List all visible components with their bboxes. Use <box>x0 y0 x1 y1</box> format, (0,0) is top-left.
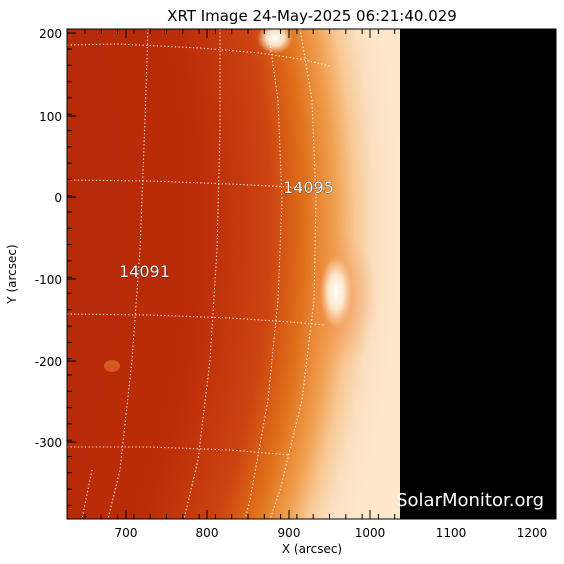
x-tick-label: 900 <box>278 526 301 540</box>
x-tick-labels: 700 800 900 1000 1100 1200 <box>115 526 548 540</box>
heliographic-grid <box>67 29 331 519</box>
meridian-line <box>107 29 149 519</box>
meridian-line <box>269 29 317 519</box>
active-region-label: 14095 <box>283 178 334 197</box>
plot-frame <box>66 28 557 520</box>
latitude-line <box>67 446 291 456</box>
axis-ticks <box>67 29 556 519</box>
no-data-region <box>400 29 556 519</box>
y-tick-label: 0 <box>54 191 62 205</box>
x-tick-label: 700 <box>115 526 138 540</box>
small-bright-point <box>104 360 120 372</box>
y-tick-label: -200 <box>35 355 62 369</box>
x-axis-label: X (arcsec) <box>282 542 342 556</box>
y-tick-label: -100 <box>35 273 62 287</box>
y-tick-label: -300 <box>35 436 62 450</box>
y-tick-label: 200 <box>39 27 62 41</box>
latitude-line <box>67 313 326 326</box>
latitude-line <box>67 179 326 190</box>
x-tick-label: 1100 <box>436 526 467 540</box>
top-bright-feature <box>257 29 293 54</box>
y-tick-label: 100 <box>39 110 62 124</box>
y-tick-labels: 200 100 0 -100 -200 -300 <box>35 27 62 450</box>
active-region-label: 14091 <box>119 262 170 281</box>
watermark: SolarMonitor.org <box>396 490 544 511</box>
x-tick-label: 1200 <box>517 526 548 540</box>
x-tick-label: 800 <box>196 526 219 540</box>
meridian-line <box>81 469 93 519</box>
plot-title: XRT Image 24-May-2025 06:21:40.029 <box>167 7 457 25</box>
plot-area <box>67 29 556 519</box>
active-region-bright-core <box>320 256 352 328</box>
x-tick-label: 1000 <box>355 526 386 540</box>
y-axis-label: Y (arcsec) <box>5 244 19 304</box>
